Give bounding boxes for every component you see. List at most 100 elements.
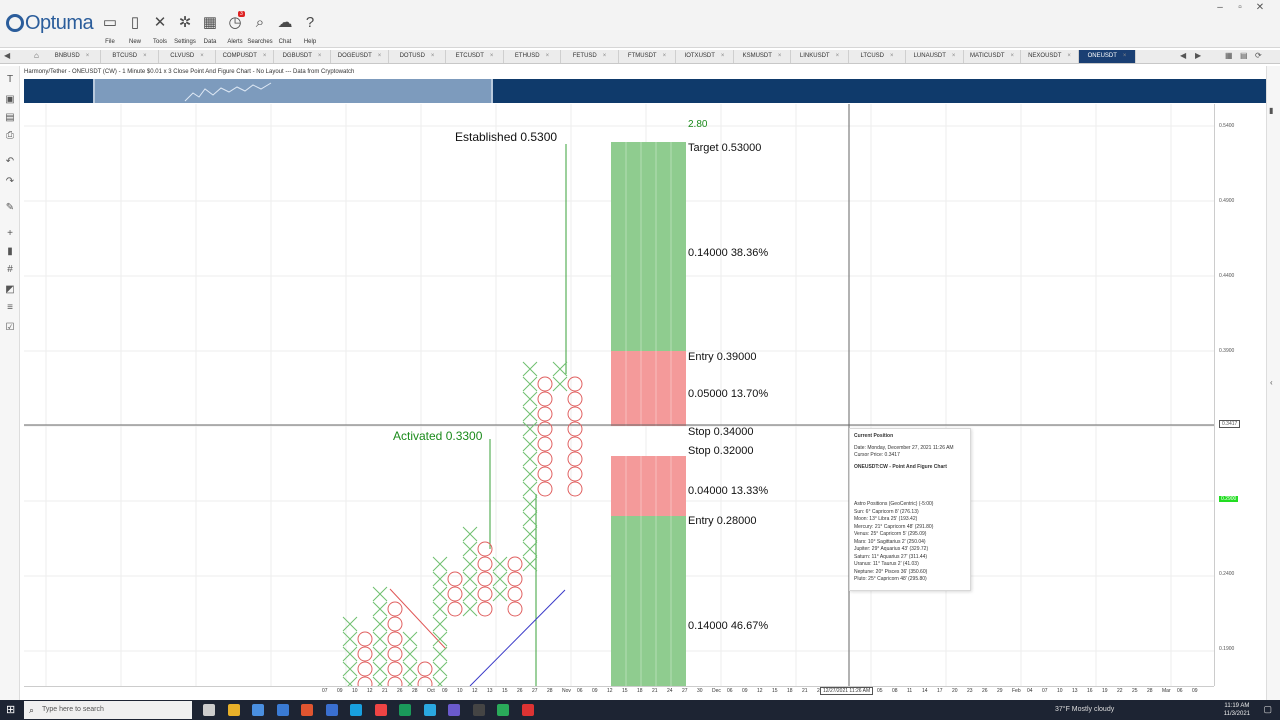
tab-clvusd[interactable]: CLVUSD × bbox=[159, 50, 216, 63]
tab-dgbusdt[interactable]: DGBUSDT × bbox=[274, 50, 331, 63]
app-icon[interactable] bbox=[448, 704, 460, 716]
excel-icon[interactable] bbox=[497, 704, 509, 716]
tab-close-icon[interactable]: × bbox=[85, 53, 90, 59]
tab-close-icon[interactable]: × bbox=[662, 53, 667, 59]
o-mark bbox=[537, 421, 553, 437]
tab-close-icon[interactable]: × bbox=[890, 53, 894, 59]
mail-icon[interactable] bbox=[276, 704, 289, 716]
tab-close-icon[interactable]: × bbox=[430, 53, 435, 59]
tab-close-icon[interactable]: × bbox=[835, 53, 840, 59]
tab-dotusd[interactable]: DOTUSD × bbox=[389, 50, 446, 63]
optuma-taskbar-icon[interactable] bbox=[472, 704, 485, 716]
brave-icon[interactable] bbox=[301, 704, 313, 716]
date-axis[interactable]: 07 09 10 12 21 26 28 Oct 09 10 12 13 15 26 27 28 Nov 06 09… bbox=[24, 686, 1214, 698]
lock-icon[interactable]: ▮ bbox=[1269, 106, 1274, 115]
folder-icon: ▭ bbox=[102, 14, 118, 31]
tools-button[interactable]: ✕ Tools bbox=[148, 14, 172, 45]
tab-label: ETHUSD bbox=[514, 53, 540, 59]
tab-etcusdt[interactable]: ETCUSDT × bbox=[447, 50, 504, 63]
tab-ltcusd[interactable]: LTCUSD × bbox=[849, 50, 906, 63]
edge-icon[interactable] bbox=[350, 704, 362, 716]
terminal-icon[interactable] bbox=[399, 704, 411, 716]
tab-linkusdt[interactable]: LINKUSDT × bbox=[792, 50, 849, 63]
maximize-icon[interactable]: ▫ bbox=[1238, 2, 1242, 13]
tab-close-icon[interactable]: × bbox=[377, 53, 382, 59]
eraser-icon[interactable]: ◩ bbox=[5, 284, 15, 295]
tab-close-icon[interactable]: × bbox=[262, 53, 267, 59]
home-icon[interactable]: ⌂ bbox=[34, 51, 39, 60]
tab-close-icon[interactable]: × bbox=[1010, 53, 1015, 59]
media-icon[interactable] bbox=[521, 704, 534, 716]
collapse-panel-icon[interactable]: ‹ bbox=[1270, 378, 1273, 387]
tab-compusdt[interactable]: COMPUSDT × bbox=[217, 50, 274, 63]
tab-prev-icon[interactable]: ◀ bbox=[1180, 51, 1187, 60]
refresh-icon[interactable]: ⟳ bbox=[1255, 51, 1262, 60]
undo-icon[interactable]: ↶ bbox=[5, 156, 15, 167]
tab-maticusdt[interactable]: MATICUSDT × bbox=[964, 50, 1021, 63]
close-icon[interactable]: ✕ bbox=[1255, 2, 1265, 13]
open-icon[interactable]: ▣ bbox=[5, 94, 15, 105]
list-icon[interactable]: ≡ bbox=[7, 302, 13, 313]
word-icon[interactable] bbox=[325, 704, 338, 716]
text-tool-icon[interactable]: T bbox=[6, 74, 14, 85]
point-figure-chart[interactable]: 2.80 Established 0.5300 Activated 0.3300… bbox=[24, 104, 1214, 686]
save-icon[interactable]: ▤ bbox=[5, 112, 15, 123]
taskbar-clock[interactable]: 11:19 AM 11/3/2021 bbox=[1224, 702, 1250, 718]
tab-scroll-left-icon[interactable]: ◀ bbox=[4, 51, 11, 60]
minimize-icon[interactable]: – bbox=[1217, 2, 1223, 13]
tab-close-icon[interactable]: × bbox=[1122, 53, 1127, 59]
chat-button[interactable]: ☁ Chat bbox=[273, 14, 297, 45]
task-view-icon[interactable] bbox=[203, 704, 215, 716]
browser-icon[interactable] bbox=[423, 704, 436, 716]
tab-fetusd[interactable]: FETUSD × bbox=[562, 50, 619, 63]
checklist-icon[interactable]: ☑ bbox=[5, 322, 15, 333]
x-mark bbox=[432, 646, 448, 662]
searches-button[interactable]: ⌕ Searches bbox=[247, 14, 272, 45]
weather-widget[interactable]: 37°F Mostly cloudy bbox=[1055, 706, 1115, 713]
tab-close-icon[interactable]: × bbox=[489, 53, 494, 59]
store-icon[interactable] bbox=[252, 704, 264, 716]
redo-icon[interactable]: ↷ bbox=[5, 176, 15, 187]
file-explorer-icon[interactable] bbox=[227, 704, 240, 716]
help-button[interactable]: ? Help bbox=[298, 14, 322, 45]
crosshair-icon[interactable]: + bbox=[7, 228, 13, 239]
layout-icon[interactable]: ▤ bbox=[1240, 51, 1248, 60]
tab-bnbusd[interactable]: BNBUSD × bbox=[44, 50, 101, 63]
tab-close-icon[interactable]: × bbox=[720, 53, 725, 59]
tab-dogeusdt[interactable]: DOGEUSDT × bbox=[332, 50, 389, 63]
chart-navigator[interactable] bbox=[24, 79, 1280, 103]
lock-icon[interactable]: ▮ bbox=[7, 246, 13, 257]
tab-close-icon[interactable]: × bbox=[1067, 53, 1071, 59]
tab-oneusdt[interactable]: ONEUSDT × bbox=[1079, 50, 1136, 63]
data-button[interactable]: ▦ Data bbox=[198, 14, 222, 45]
navigator-window[interactable] bbox=[93, 79, 493, 103]
pencil-icon[interactable]: ✎ bbox=[5, 202, 15, 213]
tab-close-icon[interactable]: × bbox=[200, 53, 204, 59]
taskbar-search-input[interactable]: ⌕ Type here to search bbox=[24, 701, 192, 719]
tab-nexousdt[interactable]: NEXOUSDT × bbox=[1022, 50, 1079, 63]
tab-close-icon[interactable]: × bbox=[143, 53, 147, 59]
chrome-icon[interactable] bbox=[374, 704, 387, 716]
settings-button[interactable]: ✲ Settings bbox=[173, 14, 197, 45]
alerts-button[interactable]: ◷ 3 Alerts bbox=[223, 11, 247, 45]
tab-ftmusdt[interactable]: FTMUSDT × bbox=[619, 50, 676, 63]
price-axis[interactable]: 0.5400 0.4900 0.4400 0.3900 0.3417 0.290… bbox=[1214, 104, 1266, 686]
tab-iotxusdt[interactable]: IOTXUSDT × bbox=[677, 50, 734, 63]
notification-icon[interactable]: ▢ bbox=[1263, 704, 1272, 714]
tab-btcusd[interactable]: BTCUSD × bbox=[102, 50, 159, 63]
tab-lunausdt[interactable]: LUNAUSDT × bbox=[907, 50, 964, 63]
tab-close-icon[interactable]: × bbox=[545, 53, 550, 59]
grid-icon[interactable]: # bbox=[7, 264, 13, 275]
tab-ksmusdt[interactable]: KSMUSDT × bbox=[734, 50, 791, 63]
grid-view-icon[interactable]: ▦ bbox=[1225, 51, 1233, 60]
print-icon[interactable]: ⎙ bbox=[6, 130, 14, 141]
windows-start-icon[interactable]: ⊞ bbox=[6, 704, 16, 716]
tab-next-icon[interactable]: ▶ bbox=[1195, 51, 1202, 60]
tab-close-icon[interactable]: × bbox=[317, 53, 322, 59]
tab-close-icon[interactable]: × bbox=[777, 53, 782, 59]
tab-close-icon[interactable]: × bbox=[602, 53, 607, 59]
tab-ethusd[interactable]: ETHUSD × bbox=[504, 50, 561, 63]
tab-close-icon[interactable]: × bbox=[951, 53, 956, 59]
file-button[interactable]: ▭ File bbox=[98, 14, 122, 45]
new-button[interactable]: ▯ New bbox=[123, 14, 147, 45]
